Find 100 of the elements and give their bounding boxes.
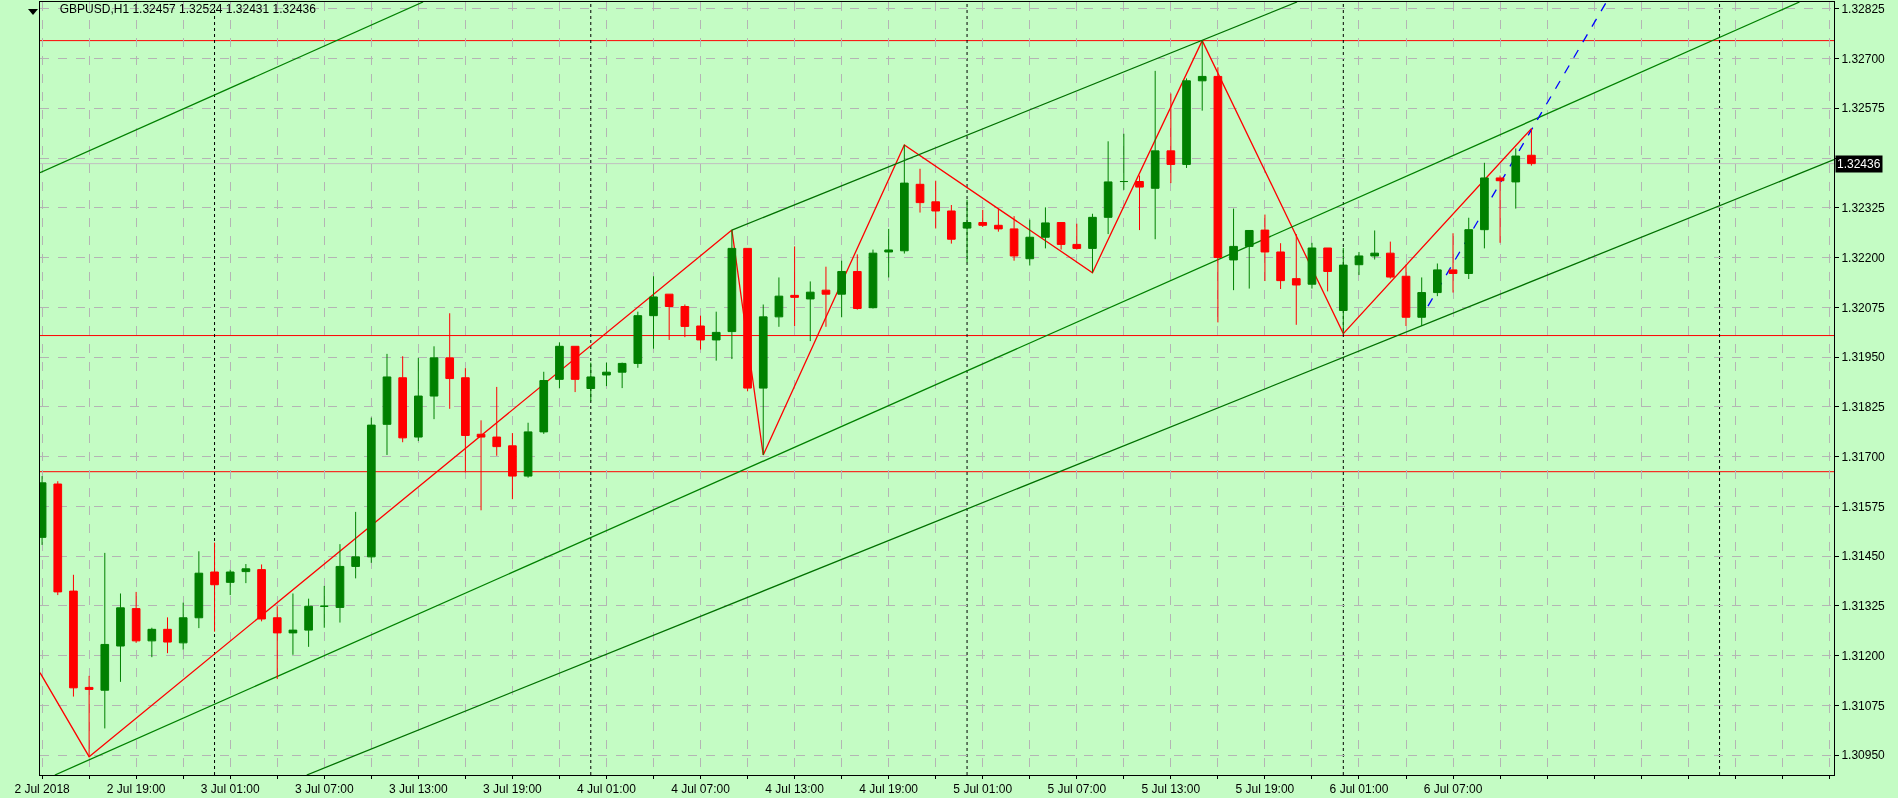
candlestick [1448,232,1458,294]
x-tick-label: 2 Jul 19:00 [106,782,166,797]
candlestick [805,280,815,342]
x-tick-label: 5 Jul 13:00 [1141,782,1201,797]
y-tick-label: 1.32200 [1841,250,1886,265]
candlestick [116,592,125,683]
candlestick [1197,40,1207,112]
x-tick-label: 3 Jul 13:00 [388,782,449,797]
candlestick [978,209,988,228]
candlestick [962,199,972,263]
candlestick [1056,222,1066,251]
candlestick [414,357,423,442]
candlestick [1385,241,1395,280]
x-tick-label: 5 Jul 01:00 [953,782,1013,797]
x-tick-label: 5 Jul 19:00 [1235,782,1295,797]
candlestick [1464,217,1474,280]
candlestick [1338,247,1348,335]
candlestick [1103,140,1113,235]
candlestick [931,180,941,229]
candlestick [868,249,878,309]
candlestick [790,245,799,327]
candlestick [304,598,313,648]
y-tick-label: 1.31200 [1841,648,1886,663]
candlestick [1433,263,1442,297]
y-tick-label: 1.32325 [1841,200,1886,215]
candlestick [1244,229,1254,290]
y-tick-label: 1.31825 [1841,400,1886,415]
x-tick-label: 4 Jul 19:00 [859,782,919,797]
x-tick-label: 6 Jul 01:00 [1329,782,1389,797]
y-tick-label: 1.31075 [1841,698,1886,713]
candlestick [492,386,502,457]
candlestick [852,253,862,311]
y-tick-label: 1.32825 [1841,1,1886,16]
candlestick [994,208,1003,233]
candlestick [272,605,282,680]
candlestick [1229,208,1238,291]
candlestick [1072,223,1082,251]
candlestick [602,362,611,387]
candlestick [1088,213,1097,274]
x-tick-label: 2 Jul 2018 [14,782,71,797]
candlestick [1135,175,1144,231]
candlestick [178,602,188,651]
candlestick [523,422,533,479]
chart-title: GBPUSD,H1 1.32457 1.32524 1.32431 1.32436 [59,1,317,16]
y-tick-label: 1.32700 [1841,51,1886,66]
candlestick [1166,93,1176,184]
y-tick-label: 1.31325 [1841,599,1886,614]
candlestick [555,341,564,389]
candlestick [837,260,846,318]
candlestick [319,585,329,629]
candlestick [1480,162,1489,249]
x-tick-label: 4 Jul 13:00 [765,782,825,797]
y-tick-label: 1.31575 [1841,499,1886,514]
candlestick [382,353,392,456]
candlestick [758,304,768,456]
candlestick [147,627,157,658]
candlestick [1354,251,1364,276]
candlestick [1276,242,1285,290]
x-tick-label: 6 Jul 07:00 [1423,782,1483,797]
y-tick-label: 1.31950 [1841,350,1886,365]
candlestick [915,168,925,214]
candlestick [1150,70,1160,240]
candlestick [900,144,909,255]
y-tick-label: 1.31450 [1841,549,1886,564]
candlestick [1417,276,1427,327]
candlestick [241,563,251,584]
x-tick-label: 3 Jul 01:00 [200,782,260,797]
candlestick [774,276,784,328]
candlestick [257,563,266,622]
ref-line-label: 1.32436 [1837,157,1881,171]
candlestick [617,362,627,389]
candlestick [1213,66,1223,323]
candlestick [429,345,439,420]
candlestick [649,275,658,350]
candlestick [884,228,893,278]
candlestick [586,362,596,402]
candlestick [1511,147,1521,210]
candlestick [131,591,141,644]
candlestick [1182,77,1191,169]
candlestick [1495,175,1505,244]
candlestick [53,480,63,596]
candlestick [1323,247,1332,292]
y-tick-label: 1.31700 [1841,449,1886,464]
candlestick [351,511,360,579]
candlestick [210,542,219,633]
y-tick-label: 1.32075 [1841,300,1886,315]
candlestick [366,417,376,564]
candlestick [1119,133,1129,191]
candlestick [335,543,345,624]
candlestick [570,345,580,393]
candlestick [1370,229,1379,261]
x-tick-label: 4 Jul 07:00 [671,782,731,797]
y-tick-label: 1.32575 [1841,101,1886,116]
candlestick [821,266,831,328]
candlestick [1260,214,1270,282]
candlestick [1009,215,1019,262]
y-tick-label: 1.30950 [1841,748,1886,763]
x-tick-label: 3 Jul 19:00 [483,782,543,797]
candlestick [100,552,110,729]
candlestick [1291,233,1301,326]
